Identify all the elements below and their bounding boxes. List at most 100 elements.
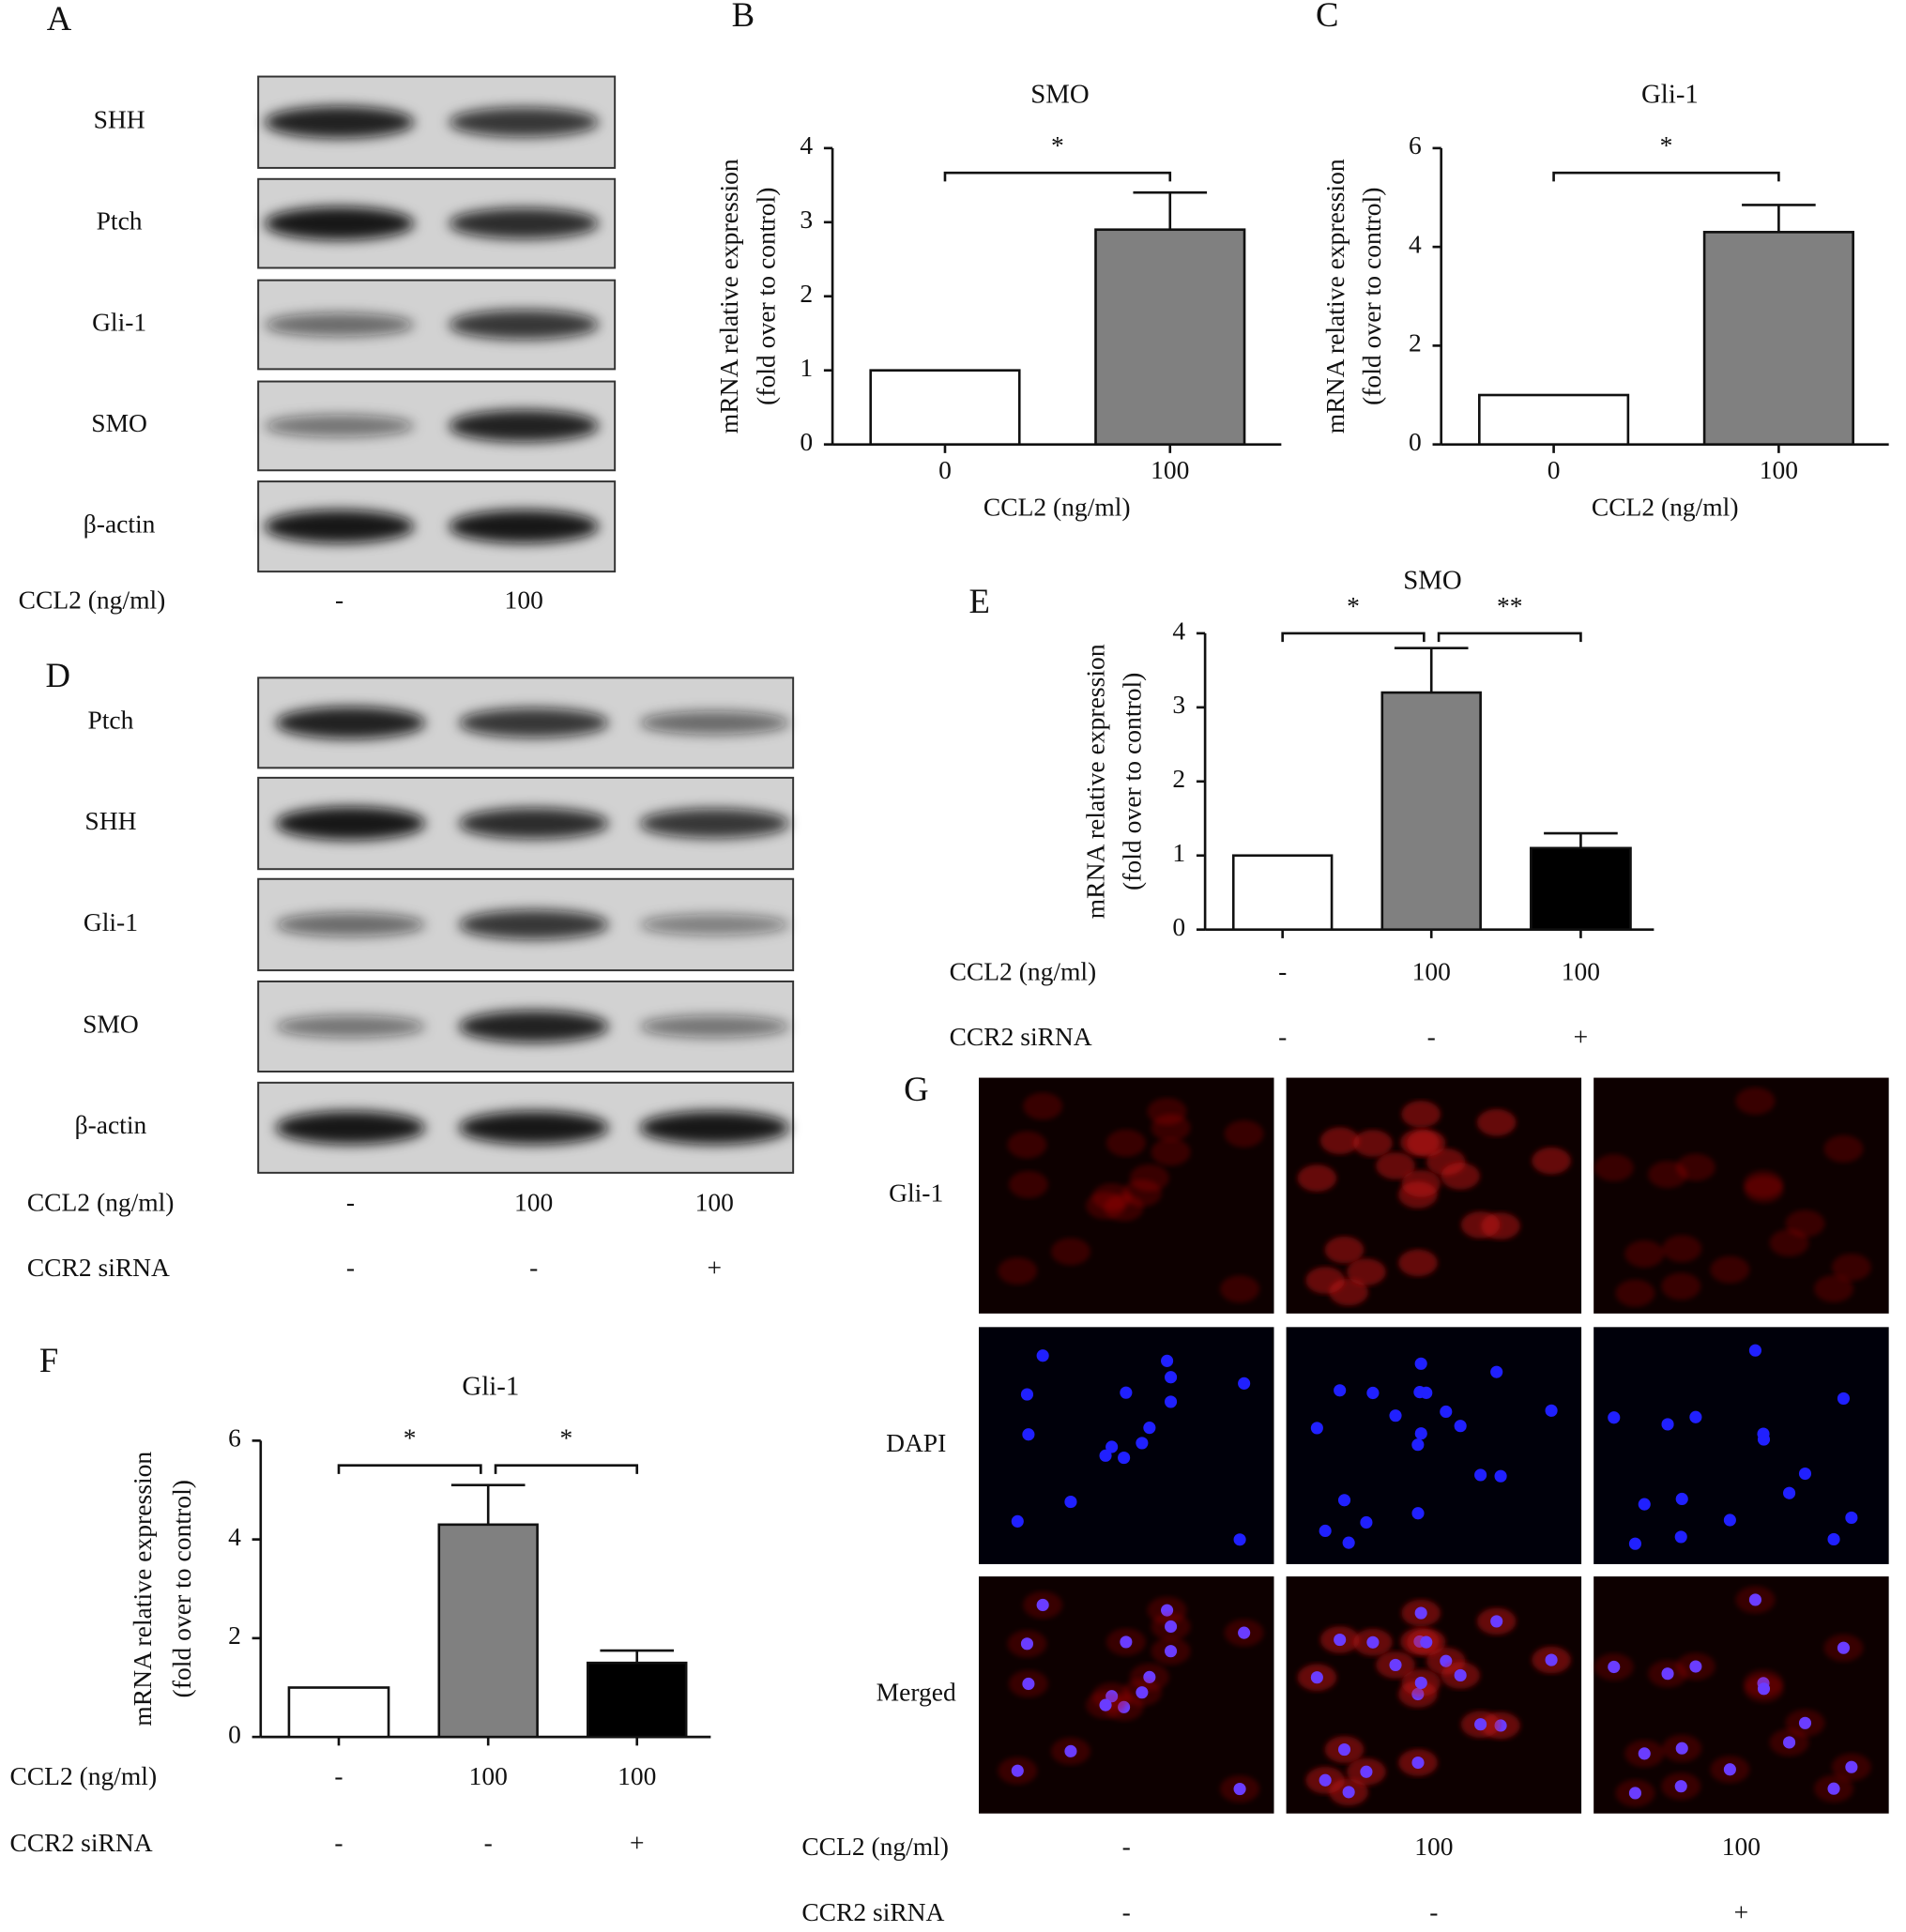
cell-body <box>1624 1240 1665 1268</box>
nucleus <box>1661 1667 1674 1681</box>
blot-row-label: SHH <box>94 105 145 134</box>
blot-band <box>264 510 415 543</box>
nucleus <box>1334 1384 1347 1397</box>
condition-label: CCL2 (ng/ml) <box>19 585 166 614</box>
nucleus <box>1389 1409 1402 1422</box>
nucleus <box>1414 1676 1427 1690</box>
nucleus <box>1675 1742 1688 1755</box>
nucleus <box>1608 1660 1621 1674</box>
nucleus <box>1628 1787 1641 1800</box>
condition-value: 100 <box>469 1761 508 1790</box>
bar <box>1530 846 1632 932</box>
nucleus <box>1319 1773 1332 1787</box>
nucleus <box>1238 1626 1251 1639</box>
condition-value: - <box>334 1828 343 1857</box>
condition-value: - <box>1278 956 1287 985</box>
y-tick-label: 0 <box>800 427 813 456</box>
blot-band <box>458 909 609 940</box>
cell-body <box>1220 1275 1260 1303</box>
cell-body <box>1121 1179 1162 1207</box>
blot-band <box>264 106 415 139</box>
cell-body <box>1662 1235 1702 1263</box>
nucleus <box>1342 1786 1355 1799</box>
blot-band <box>458 1010 609 1043</box>
error-bar <box>1742 204 1816 233</box>
condition-label: CCL2 (ng/ml) <box>801 1832 949 1861</box>
nucleus <box>1366 1386 1380 1400</box>
nucleus <box>1545 1653 1558 1666</box>
cell-body <box>1401 1100 1441 1128</box>
condition-value: + <box>1734 1897 1749 1926</box>
bar <box>587 1661 688 1739</box>
cell-body <box>1441 1162 1481 1190</box>
condition-value: - <box>346 1187 355 1216</box>
nucleus <box>1022 1428 1035 1441</box>
significance-bracket <box>943 171 1172 182</box>
x-axis-label: CCL2 (ng/ml) <box>983 493 1131 522</box>
y-tick-label: 1 <box>800 353 813 382</box>
nucleus <box>1120 1386 1133 1399</box>
cell-body <box>1376 1151 1415 1179</box>
blot-band <box>639 1015 790 1038</box>
condition-label: CCR2 siRNA <box>9 1828 152 1857</box>
nucleus <box>1494 1469 1507 1483</box>
cell-body <box>1710 1255 1750 1284</box>
nucleus <box>1414 1606 1427 1620</box>
cell-body <box>1305 1267 1346 1294</box>
cell-body <box>1324 1236 1365 1264</box>
panel-label: E <box>969 582 990 620</box>
significance-bracket <box>1552 171 1780 182</box>
nucleus <box>1845 1511 1858 1525</box>
cell-body <box>1648 1161 1688 1189</box>
nucleus <box>1233 1782 1246 1796</box>
condition-value: - <box>1278 1022 1287 1051</box>
significance-label: * <box>1347 591 1360 620</box>
significance-label: ** <box>1497 591 1523 620</box>
nucleus <box>1165 1371 1178 1384</box>
cell-body <box>1398 1249 1438 1277</box>
nucleus <box>1164 1395 1178 1408</box>
nucleus <box>1723 1763 1736 1776</box>
nucleus <box>1064 1495 1077 1509</box>
cell-body <box>1008 1170 1048 1198</box>
y-tick-label: 6 <box>1409 130 1422 160</box>
condition-value: - <box>1427 1022 1436 1051</box>
significance-label: * <box>404 1423 417 1453</box>
nucleus <box>1120 1635 1133 1649</box>
y-axis-label: (fold over to control) <box>167 1480 196 1697</box>
significance-bracket <box>494 1464 639 1474</box>
bar <box>1094 228 1246 446</box>
condition-value: - <box>484 1828 493 1857</box>
cell-body <box>1151 1138 1191 1166</box>
y-axis-label: mRNA relative expression <box>1320 159 1349 434</box>
nucleus <box>1064 1744 1077 1757</box>
cell-body <box>1105 1129 1146 1157</box>
condition-value: - <box>1429 1897 1438 1926</box>
error-bar <box>1133 190 1208 230</box>
blot-band <box>639 808 790 839</box>
nucleus <box>1036 1349 1049 1362</box>
y-tick-label: 4 <box>1172 616 1185 645</box>
blot-band <box>275 1111 426 1145</box>
nucleus <box>1366 1635 1380 1649</box>
nucleus <box>1798 1716 1812 1729</box>
x-tick-label: 0 <box>1548 455 1561 484</box>
nucleus <box>1337 1742 1351 1757</box>
blot-row-label: Gli-1 <box>92 307 146 336</box>
significance-bracket <box>1437 631 1582 643</box>
nucleus <box>1334 1633 1347 1647</box>
condition-value: 100 <box>695 1187 734 1216</box>
blot-band <box>275 707 426 739</box>
cell-body <box>1615 1279 1655 1307</box>
condition-value: 100 <box>618 1761 656 1790</box>
blot-band <box>275 806 426 841</box>
bar <box>1231 854 1334 932</box>
y-tick-label: 4 <box>800 130 813 160</box>
y-tick-label: 6 <box>228 1423 241 1453</box>
nucleus <box>1420 1386 1433 1399</box>
condition-label: CCR2 siRNA <box>950 1022 1092 1051</box>
cell-body <box>1023 1092 1063 1120</box>
micrograph <box>1593 1327 1889 1564</box>
x-axis-label: CCL2 (ng/ml) <box>1592 493 1739 522</box>
